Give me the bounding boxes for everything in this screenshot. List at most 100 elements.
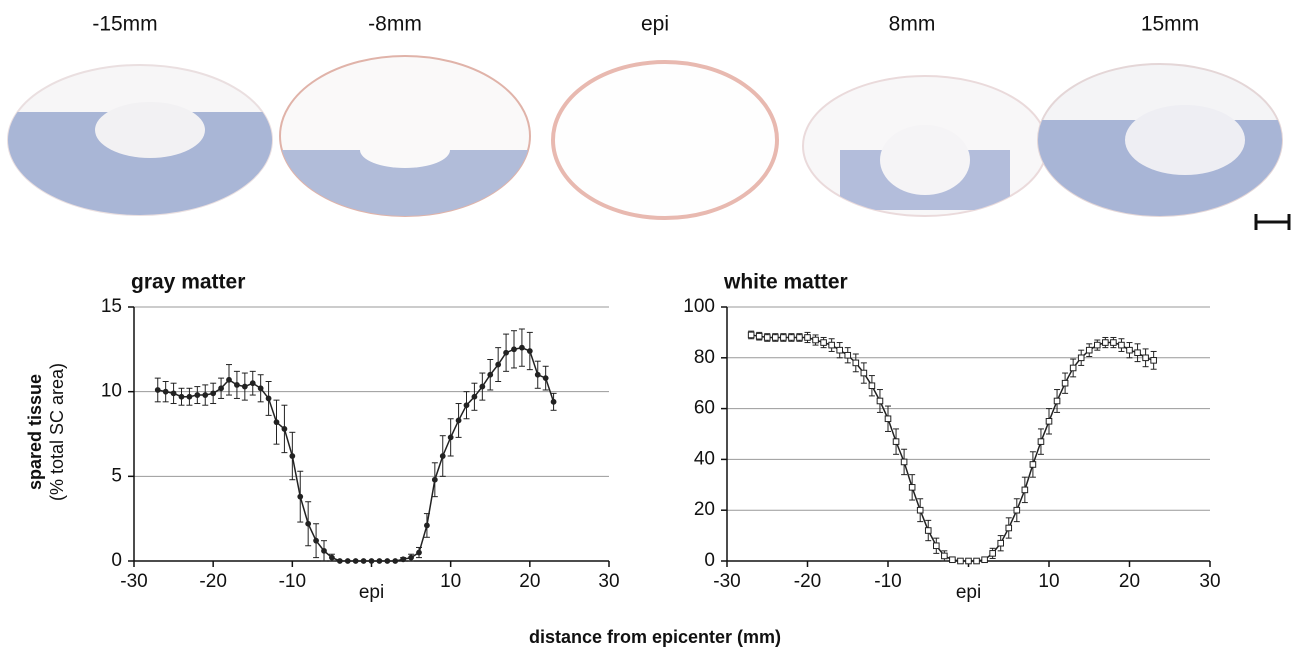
- marker: [1069, 364, 1077, 372]
- x-tick-label: -20: [199, 571, 226, 592]
- marker: [755, 332, 763, 340]
- series-line: [751, 334, 1154, 562]
- marker: [234, 381, 240, 388]
- section-label: 15mm: [1141, 13, 1199, 36]
- marker: [408, 554, 414, 561]
- marker: [852, 359, 860, 367]
- marker: [860, 369, 868, 377]
- marker: [526, 348, 533, 354]
- marker: [463, 402, 470, 409]
- x-tick-label: 30: [598, 571, 619, 592]
- marker: [876, 397, 884, 405]
- marker: [884, 415, 892, 423]
- marker: [550, 398, 557, 405]
- marker: [210, 390, 217, 397]
- marker: [218, 385, 224, 392]
- marker: [352, 558, 359, 564]
- marker: [368, 558, 375, 564]
- x-tick-label: -10: [279, 571, 306, 592]
- marker: [431, 476, 438, 483]
- marker: [321, 547, 327, 554]
- marker: [844, 351, 852, 359]
- y-tick-label: 100: [683, 296, 715, 317]
- marker: [1085, 346, 1093, 354]
- x-tick-label: -30: [120, 571, 147, 592]
- marker: [747, 331, 755, 339]
- marker: [1126, 346, 1133, 354]
- marker: [836, 346, 844, 354]
- marker: [344, 558, 351, 564]
- y-axis-label: (% total SC area): [47, 363, 67, 501]
- y-tick-label: 20: [694, 499, 715, 520]
- marker: [908, 484, 916, 491]
- marker: [763, 334, 771, 341]
- marker: [780, 334, 787, 341]
- marker: [868, 382, 876, 390]
- chart-title: gray matter: [131, 271, 245, 294]
- marker: [924, 527, 932, 534]
- marker: [487, 371, 494, 378]
- marker: [949, 556, 956, 564]
- marker: [265, 395, 272, 402]
- marker: [305, 520, 312, 527]
- chart-title: white matter: [723, 271, 848, 294]
- section-lesion: [1125, 105, 1245, 175]
- marker: [1045, 418, 1053, 425]
- marker: [534, 371, 541, 378]
- marker: [154, 387, 161, 393]
- marker: [1142, 354, 1149, 362]
- marker: [424, 522, 430, 529]
- marker: [1118, 341, 1125, 349]
- marker: [1150, 357, 1157, 364]
- marker: [916, 506, 924, 514]
- marker: [788, 334, 795, 341]
- marker: [329, 554, 335, 561]
- marker: [1077, 354, 1085, 362]
- marker: [965, 557, 972, 565]
- section-label: -8mm: [368, 13, 422, 36]
- marker: [479, 383, 486, 390]
- marker: [1061, 379, 1069, 387]
- marker: [471, 393, 478, 400]
- section-lesion: [360, 132, 450, 168]
- marker: [1053, 397, 1061, 405]
- marker: [989, 550, 996, 557]
- marker: [1134, 349, 1141, 357]
- marker: [257, 385, 264, 392]
- marker: [297, 493, 304, 500]
- marker: [542, 375, 549, 382]
- y-tick-label: 15: [101, 296, 122, 317]
- marker: [997, 539, 1005, 547]
- y-tick-label: 0: [704, 550, 715, 571]
- marker: [392, 558, 399, 564]
- y-tick-label: 5: [111, 465, 122, 486]
- marker: [384, 558, 391, 564]
- marker: [178, 393, 185, 400]
- x-axis-label: distance from epicenter (mm): [529, 627, 781, 647]
- marker: [804, 334, 811, 341]
- marker: [941, 552, 948, 560]
- marker: [892, 438, 900, 445]
- section-label: 8mm: [889, 13, 936, 36]
- marker: [1094, 341, 1101, 349]
- section-lesion: [880, 125, 970, 195]
- marker: [1005, 524, 1013, 532]
- marker: [447, 434, 454, 441]
- marker: [400, 556, 407, 563]
- marker: [1102, 339, 1109, 346]
- x-tick-label: -20: [794, 571, 821, 592]
- marker: [376, 558, 383, 564]
- marker: [336, 558, 343, 564]
- marker: [981, 556, 988, 564]
- y-tick-label: 0: [111, 550, 122, 571]
- marker: [249, 380, 256, 387]
- y-tick-label: 60: [694, 398, 715, 419]
- marker: [202, 392, 209, 398]
- marker: [281, 426, 288, 432]
- marker: [957, 557, 964, 565]
- section-lesion: [95, 102, 205, 158]
- marker: [511, 346, 517, 353]
- x-tick-label: 20: [1119, 571, 1140, 592]
- y-tick-label: 40: [694, 448, 715, 469]
